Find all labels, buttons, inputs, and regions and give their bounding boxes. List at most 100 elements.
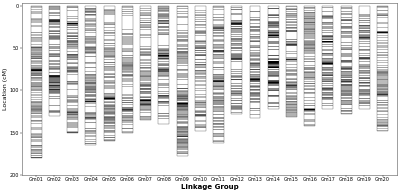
- Bar: [104, 112, 114, 113]
- Bar: [213, 81, 224, 82]
- Bar: [104, 31, 114, 32]
- Bar: [176, 96, 188, 97]
- Y-axis label: Location (cM): Location (cM): [3, 68, 8, 110]
- Bar: [213, 127, 224, 128]
- Bar: [176, 48, 188, 49]
- Bar: [31, 77, 42, 78]
- Bar: [67, 83, 78, 84]
- Bar: [176, 113, 188, 114]
- Bar: [195, 111, 206, 112]
- Bar: [286, 44, 297, 45]
- Bar: [67, 89, 78, 90]
- Bar: [231, 100, 242, 101]
- Bar: [176, 131, 188, 132]
- Bar: [195, 19, 206, 20]
- Bar: [359, 86, 370, 87]
- Bar: [250, 66, 260, 67]
- Bar: [67, 58, 78, 59]
- Bar: [322, 53, 334, 54]
- Bar: [31, 25, 42, 26]
- Bar: [268, 30, 279, 31]
- Bar: [377, 94, 388, 95]
- Bar: [322, 89, 334, 90]
- Bar: [250, 41, 260, 42]
- Bar: [104, 67, 114, 68]
- Bar: [195, 6, 206, 131]
- Bar: [304, 67, 315, 68]
- Bar: [322, 74, 334, 75]
- Bar: [122, 98, 133, 99]
- Bar: [31, 69, 42, 70]
- Bar: [213, 120, 224, 121]
- Bar: [31, 52, 42, 53]
- Bar: [213, 93, 224, 94]
- Bar: [31, 92, 42, 93]
- Bar: [176, 102, 188, 103]
- Bar: [268, 89, 279, 90]
- Bar: [31, 40, 42, 41]
- Bar: [104, 43, 114, 44]
- Bar: [158, 10, 169, 11]
- Bar: [176, 132, 188, 133]
- Bar: [176, 28, 188, 29]
- Bar: [140, 59, 151, 60]
- Bar: [377, 40, 388, 41]
- Bar: [158, 59, 169, 60]
- Bar: [104, 64, 114, 65]
- Bar: [286, 8, 297, 9]
- Bar: [377, 96, 388, 97]
- Bar: [158, 25, 169, 26]
- Bar: [341, 33, 352, 34]
- Bar: [176, 103, 188, 104]
- Bar: [86, 48, 96, 49]
- Bar: [304, 48, 315, 49]
- Bar: [195, 68, 206, 69]
- Bar: [286, 64, 297, 65]
- Bar: [122, 38, 133, 39]
- Bar: [158, 59, 169, 60]
- Bar: [286, 21, 297, 22]
- Bar: [122, 37, 133, 38]
- Bar: [158, 14, 169, 15]
- Bar: [377, 27, 388, 28]
- Bar: [213, 93, 224, 94]
- Bar: [67, 36, 78, 37]
- Bar: [213, 97, 224, 98]
- Bar: [31, 95, 42, 96]
- Bar: [176, 91, 188, 92]
- Bar: [31, 123, 42, 124]
- Bar: [104, 48, 114, 49]
- Bar: [67, 64, 78, 65]
- Bar: [231, 95, 242, 96]
- Bar: [86, 67, 96, 68]
- Bar: [67, 109, 78, 110]
- Bar: [359, 85, 370, 86]
- Bar: [341, 84, 352, 85]
- Bar: [268, 22, 279, 23]
- Bar: [140, 109, 151, 110]
- Bar: [250, 31, 260, 32]
- Bar: [158, 84, 169, 85]
- Bar: [104, 105, 114, 106]
- Bar: [86, 20, 96, 21]
- Bar: [122, 94, 133, 95]
- Bar: [49, 31, 60, 32]
- Bar: [31, 38, 42, 39]
- Bar: [31, 37, 42, 38]
- Bar: [49, 78, 60, 79]
- Bar: [213, 48, 224, 49]
- Bar: [213, 57, 224, 58]
- Bar: [286, 108, 297, 109]
- Bar: [268, 96, 279, 97]
- Bar: [49, 77, 60, 78]
- Bar: [195, 42, 206, 43]
- Bar: [377, 75, 388, 76]
- Bar: [341, 62, 352, 63]
- Bar: [31, 74, 42, 75]
- Bar: [140, 107, 151, 108]
- Bar: [377, 128, 388, 129]
- Bar: [122, 67, 133, 68]
- Bar: [377, 77, 388, 78]
- Bar: [31, 129, 42, 130]
- Bar: [67, 25, 78, 26]
